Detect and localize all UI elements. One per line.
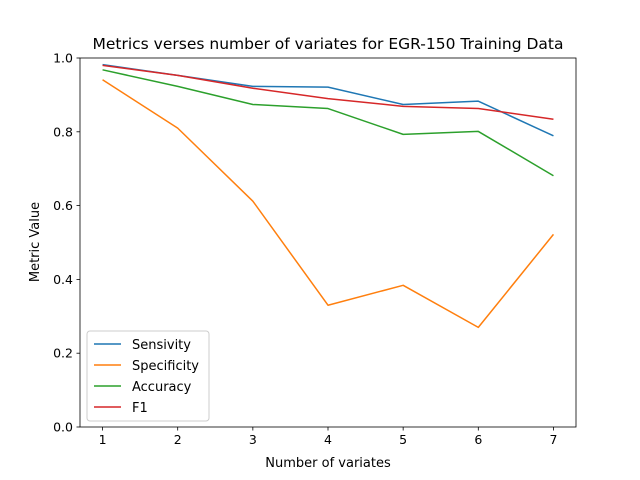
y-axis-label: Metric Value bbox=[28, 202, 43, 282]
legend-label: Accuracy bbox=[132, 380, 192, 395]
x-tick-label: 1 bbox=[99, 432, 107, 447]
chart-title: Metrics verses number of variates for EG… bbox=[92, 35, 563, 53]
y-tick-label: 0.6 bbox=[53, 198, 73, 213]
legend: Sensivity Specificity Accuracy F1 bbox=[86, 330, 210, 422]
y-tick-label: 0.0 bbox=[53, 420, 73, 435]
x-tick-label: 3 bbox=[249, 432, 257, 447]
series-line-1 bbox=[102, 79, 555, 329]
series-line-2 bbox=[102, 69, 554, 177]
y-tick-label: 0.2 bbox=[53, 346, 73, 361]
y-tick-label: 0.8 bbox=[53, 124, 73, 139]
series-line-3 bbox=[102, 64, 554, 120]
y-tick-label: 1.0 bbox=[53, 51, 73, 66]
x-tick-label: 2 bbox=[174, 432, 182, 447]
plot-area: 1 2 3 4 5 6 7 0.0 0.2 0.4 0.6 0.8 1.0 bbox=[53, 51, 577, 447]
legend-box bbox=[86, 330, 210, 422]
legend-label: Sensivity bbox=[132, 338, 191, 353]
y-tick-label: 0.4 bbox=[53, 272, 73, 287]
legend-label: F1 bbox=[132, 401, 148, 416]
x-tick-label: 6 bbox=[474, 432, 482, 447]
legend-label: Specificity bbox=[132, 359, 199, 374]
x-tick-label: 7 bbox=[549, 432, 557, 447]
x-tick-label: 5 bbox=[399, 432, 407, 447]
x-tick-label: 4 bbox=[324, 432, 332, 447]
x-axis-label: Number of variates bbox=[265, 456, 391, 471]
